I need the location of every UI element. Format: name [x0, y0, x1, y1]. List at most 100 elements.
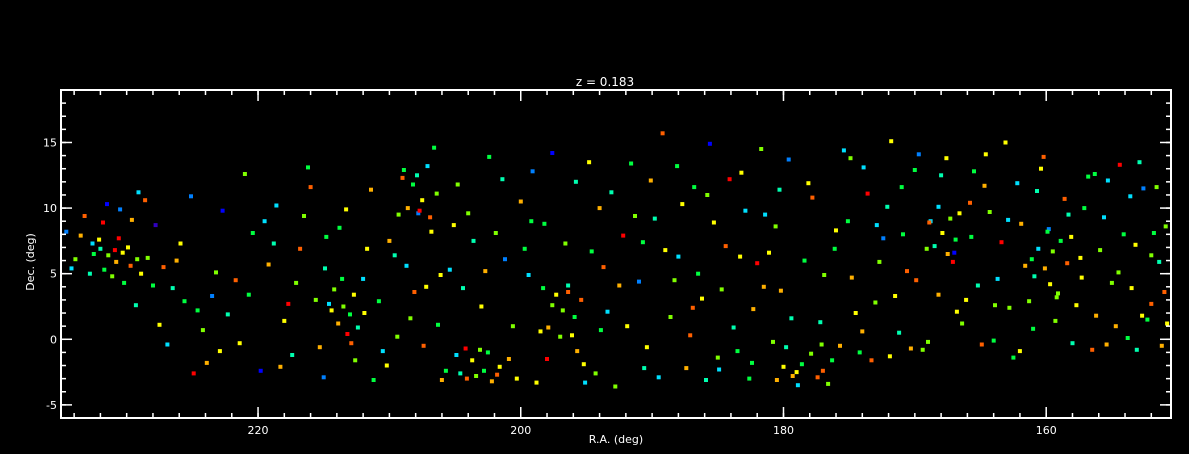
- data-point: [755, 261, 760, 266]
- data-point: [613, 384, 618, 389]
- data-point: [495, 372, 500, 377]
- data-point: [332, 287, 337, 292]
- y-tick-label: 15: [43, 136, 57, 149]
- data-point: [112, 248, 117, 253]
- data-point: [700, 296, 704, 301]
- data-point: [380, 349, 385, 354]
- data-point: [795, 383, 800, 388]
- data-point: [145, 255, 150, 260]
- data-point: [777, 187, 782, 192]
- data-point: [1074, 303, 1079, 308]
- data-point: [940, 231, 945, 235]
- data-point: [258, 368, 263, 373]
- data-point: [466, 211, 471, 216]
- data-point: [1116, 270, 1121, 275]
- data-point: [715, 355, 720, 360]
- data-point: [899, 185, 904, 190]
- data-point: [122, 280, 127, 285]
- data-point: [845, 219, 850, 224]
- data-point: [727, 177, 732, 182]
- data-point: [143, 198, 148, 203]
- data-point: [676, 254, 681, 259]
- data-point: [286, 301, 291, 306]
- data-point: [1129, 286, 1134, 291]
- data-point: [497, 364, 502, 369]
- data-point: [656, 375, 661, 380]
- data-point: [957, 211, 962, 216]
- data-point: [1165, 321, 1170, 326]
- data-point: [939, 173, 944, 178]
- data-point: [78, 233, 83, 238]
- data-point: [306, 165, 310, 170]
- data-point: [195, 308, 200, 313]
- data-point: [308, 185, 313, 190]
- data-point: [1011, 355, 1016, 360]
- x-tick-label: 220: [248, 424, 269, 437]
- data-point: [348, 312, 352, 317]
- data-point: [384, 363, 389, 368]
- data-point: [1023, 263, 1028, 268]
- data-point: [542, 221, 547, 226]
- data-point: [952, 250, 957, 255]
- data-point: [1062, 196, 1067, 201]
- data-point: [503, 257, 507, 262]
- data-point: [204, 360, 209, 365]
- data-point: [731, 325, 736, 330]
- data-point: [554, 292, 559, 297]
- data-point: [887, 354, 892, 359]
- data-point: [982, 183, 987, 188]
- data-point: [1039, 166, 1043, 171]
- data-point: [560, 308, 565, 313]
- data-point: [573, 179, 578, 184]
- data-point: [1065, 261, 1070, 266]
- data-point: [485, 350, 490, 355]
- data-point: [351, 292, 356, 297]
- data-point: [518, 199, 523, 204]
- data-point: [1109, 280, 1114, 285]
- data-point: [739, 170, 744, 175]
- data-point: [629, 161, 634, 166]
- chart-title: z = 0.183: [576, 75, 634, 89]
- data-point: [493, 231, 498, 235]
- data-point: [991, 338, 996, 343]
- data-point: [482, 368, 486, 373]
- data-point: [1121, 232, 1126, 237]
- data-point: [593, 371, 598, 376]
- data-point: [266, 262, 271, 267]
- data-point: [889, 139, 894, 144]
- data-point: [246, 292, 251, 297]
- data-point: [424, 284, 429, 289]
- data-point: [290, 353, 295, 357]
- data-point: [838, 343, 842, 348]
- data-point: [848, 156, 853, 161]
- data-point: [901, 232, 905, 237]
- data-point: [936, 292, 941, 297]
- data-point: [337, 225, 342, 230]
- data-point: [773, 224, 778, 229]
- data-point: [945, 252, 950, 256]
- data-point: [135, 257, 140, 262]
- data-point: [688, 333, 693, 338]
- data-point: [1070, 341, 1075, 346]
- data-point: [191, 371, 196, 376]
- y-tick-label: -5: [46, 399, 57, 412]
- data-point: [912, 168, 917, 172]
- data-point: [1058, 238, 1063, 243]
- data-point: [993, 303, 997, 308]
- data-point: [751, 307, 756, 312]
- data-point: [1036, 246, 1041, 251]
- data-point: [1035, 189, 1039, 193]
- data-point: [944, 156, 949, 161]
- data-point: [663, 248, 668, 253]
- data-point: [324, 234, 329, 239]
- data-point: [575, 349, 580, 354]
- data-point: [170, 286, 175, 291]
- data-point: [118, 207, 123, 212]
- data-point: [237, 341, 242, 346]
- data-point: [105, 202, 109, 207]
- data-point: [69, 266, 74, 271]
- data-point: [566, 290, 571, 294]
- data-point: [865, 191, 870, 196]
- data-point: [587, 160, 592, 165]
- data-point: [969, 234, 974, 239]
